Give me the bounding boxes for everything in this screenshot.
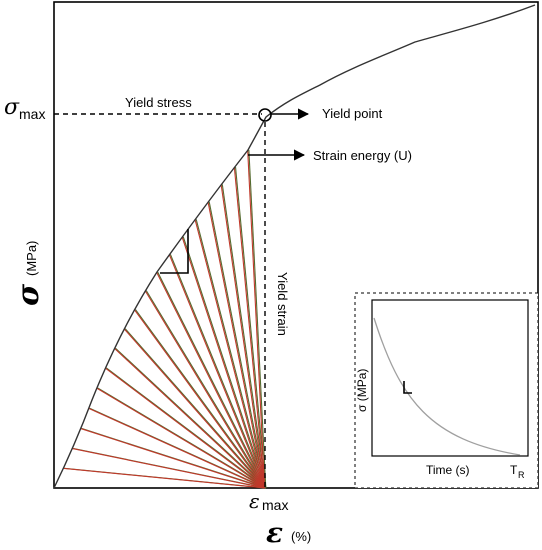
strain-energy-hatch-line bbox=[182, 236, 267, 489]
strain-energy-hatch-line bbox=[113, 347, 265, 489]
strain-energy-hatch-line bbox=[71, 447, 265, 489]
strain-energy-hatch-line bbox=[208, 201, 267, 489]
y-axis-symbol: σ bbox=[11, 283, 46, 306]
inset-y-axis-label: σ (MPa) bbox=[355, 369, 369, 412]
inset-tr-subscript: R bbox=[518, 470, 525, 480]
inset-slope-triangle bbox=[403, 381, 412, 394]
strain-energy-hatch-line bbox=[88, 407, 265, 489]
sigma-max-symbol: σ bbox=[4, 95, 20, 120]
strain-energy-hatch-line bbox=[220, 184, 266, 489]
strain-energy-hatch-line bbox=[135, 309, 267, 489]
y-axis-unit: (MPa) bbox=[24, 241, 39, 276]
inset-relaxation-curve bbox=[373, 317, 521, 456]
strain-energy-hatch-line bbox=[124, 328, 267, 489]
sigma-max-subscript: max bbox=[19, 106, 45, 122]
strain-energy-hatch-line bbox=[96, 387, 265, 489]
inset-dashed-border bbox=[354, 292, 539, 489]
eps-max-subscript: max bbox=[262, 497, 288, 513]
strain-energy-hatch bbox=[62, 149, 267, 489]
strain-energy-hatch-line bbox=[97, 387, 267, 489]
yield-point-label: Yield point bbox=[322, 106, 383, 121]
strain-energy-hatch-line bbox=[156, 271, 266, 489]
x-axis-symbol: ε bbox=[266, 516, 283, 549]
strain-energy-hatch-line bbox=[144, 290, 266, 489]
strain-energy-hatch-line bbox=[115, 347, 267, 489]
yield-point-marker bbox=[258, 108, 272, 122]
yield-stress-label: Yield stress bbox=[125, 95, 192, 110]
strain-energy-hatch-line bbox=[234, 167, 267, 489]
strain-energy-hatch-line bbox=[247, 149, 266, 489]
inset-x-axis-label: Time (s) bbox=[426, 463, 470, 477]
inset-relaxation-plot: σ (MPa) Time (s) T R bbox=[354, 292, 539, 489]
strain-energy-hatch-line bbox=[123, 328, 266, 489]
x-axis-unit: (%) bbox=[291, 529, 311, 544]
strain-energy-hatch-line bbox=[181, 236, 266, 489]
strain-energy-hatch-line bbox=[207, 201, 266, 489]
yield-strain-label: Yield strain bbox=[275, 272, 290, 336]
eps-max-symbol: ε bbox=[249, 489, 260, 513]
strain-energy-hatch-line bbox=[168, 254, 266, 489]
slope-triangle bbox=[160, 229, 189, 274]
strain-energy-label: Strain energy (U) bbox=[313, 148, 412, 163]
inset-plot-frame bbox=[371, 299, 529, 457]
strain-energy-hatch-line bbox=[106, 367, 267, 489]
strain-energy-hatch-line bbox=[133, 309, 266, 489]
stress-strain-curve bbox=[53, 4, 536, 489]
strain-energy-hatch-line bbox=[233, 167, 266, 489]
strain-energy-hatch-line bbox=[104, 367, 265, 489]
inset-tr-symbol: T bbox=[510, 463, 518, 477]
strain-energy-hatch-line bbox=[62, 467, 265, 489]
strain-energy-hatch-line bbox=[80, 427, 265, 489]
strain-energy-hatch-line bbox=[157, 271, 267, 489]
strain-energy-hatch-line bbox=[169, 254, 267, 489]
strain-energy-hatch-line bbox=[194, 219, 266, 489]
strain-energy-hatch-line bbox=[221, 184, 267, 489]
main-plot-frame bbox=[53, 1, 539, 489]
strain-energy-hatch-line bbox=[195, 219, 267, 489]
strain-energy-hatch-line bbox=[145, 290, 267, 489]
strain-energy-hatch-line bbox=[248, 149, 267, 489]
